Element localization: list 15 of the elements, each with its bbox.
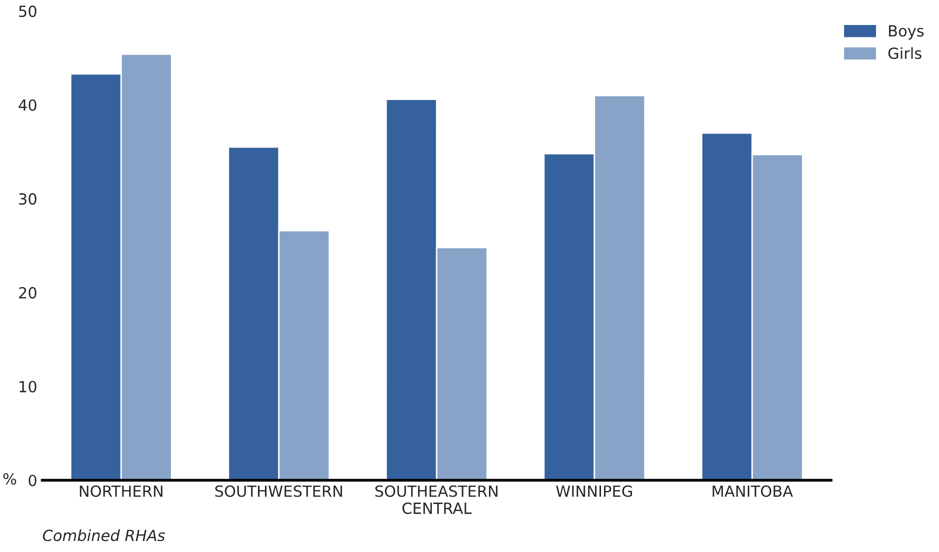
x-tick-label: SOUTHWESTERN	[215, 485, 342, 497]
x-tick-label: SOUTHEASTERN CENTRAL	[375, 485, 498, 514]
x-tick-label: MANITOBA	[712, 485, 793, 497]
x-tick-label: NORTHERN	[80, 485, 162, 497]
y-tick-label: 20	[19, 287, 36, 299]
y-axis-title: %	[3, 473, 16, 485]
y-tick-label: 0	[28, 474, 36, 486]
y-tick-label: 30	[19, 193, 36, 205]
text: Combined RHAs	[42, 529, 165, 542]
legend-label: Boys	[889, 25, 924, 40]
y-tick-label: 10	[20, 380, 36, 392]
x-tick-label: WINNIPEG	[556, 485, 632, 497]
y-tick-label: 50	[19, 6, 36, 18]
y-tick-label: 40	[18, 99, 36, 111]
legend-label: Girls	[888, 47, 922, 60]
